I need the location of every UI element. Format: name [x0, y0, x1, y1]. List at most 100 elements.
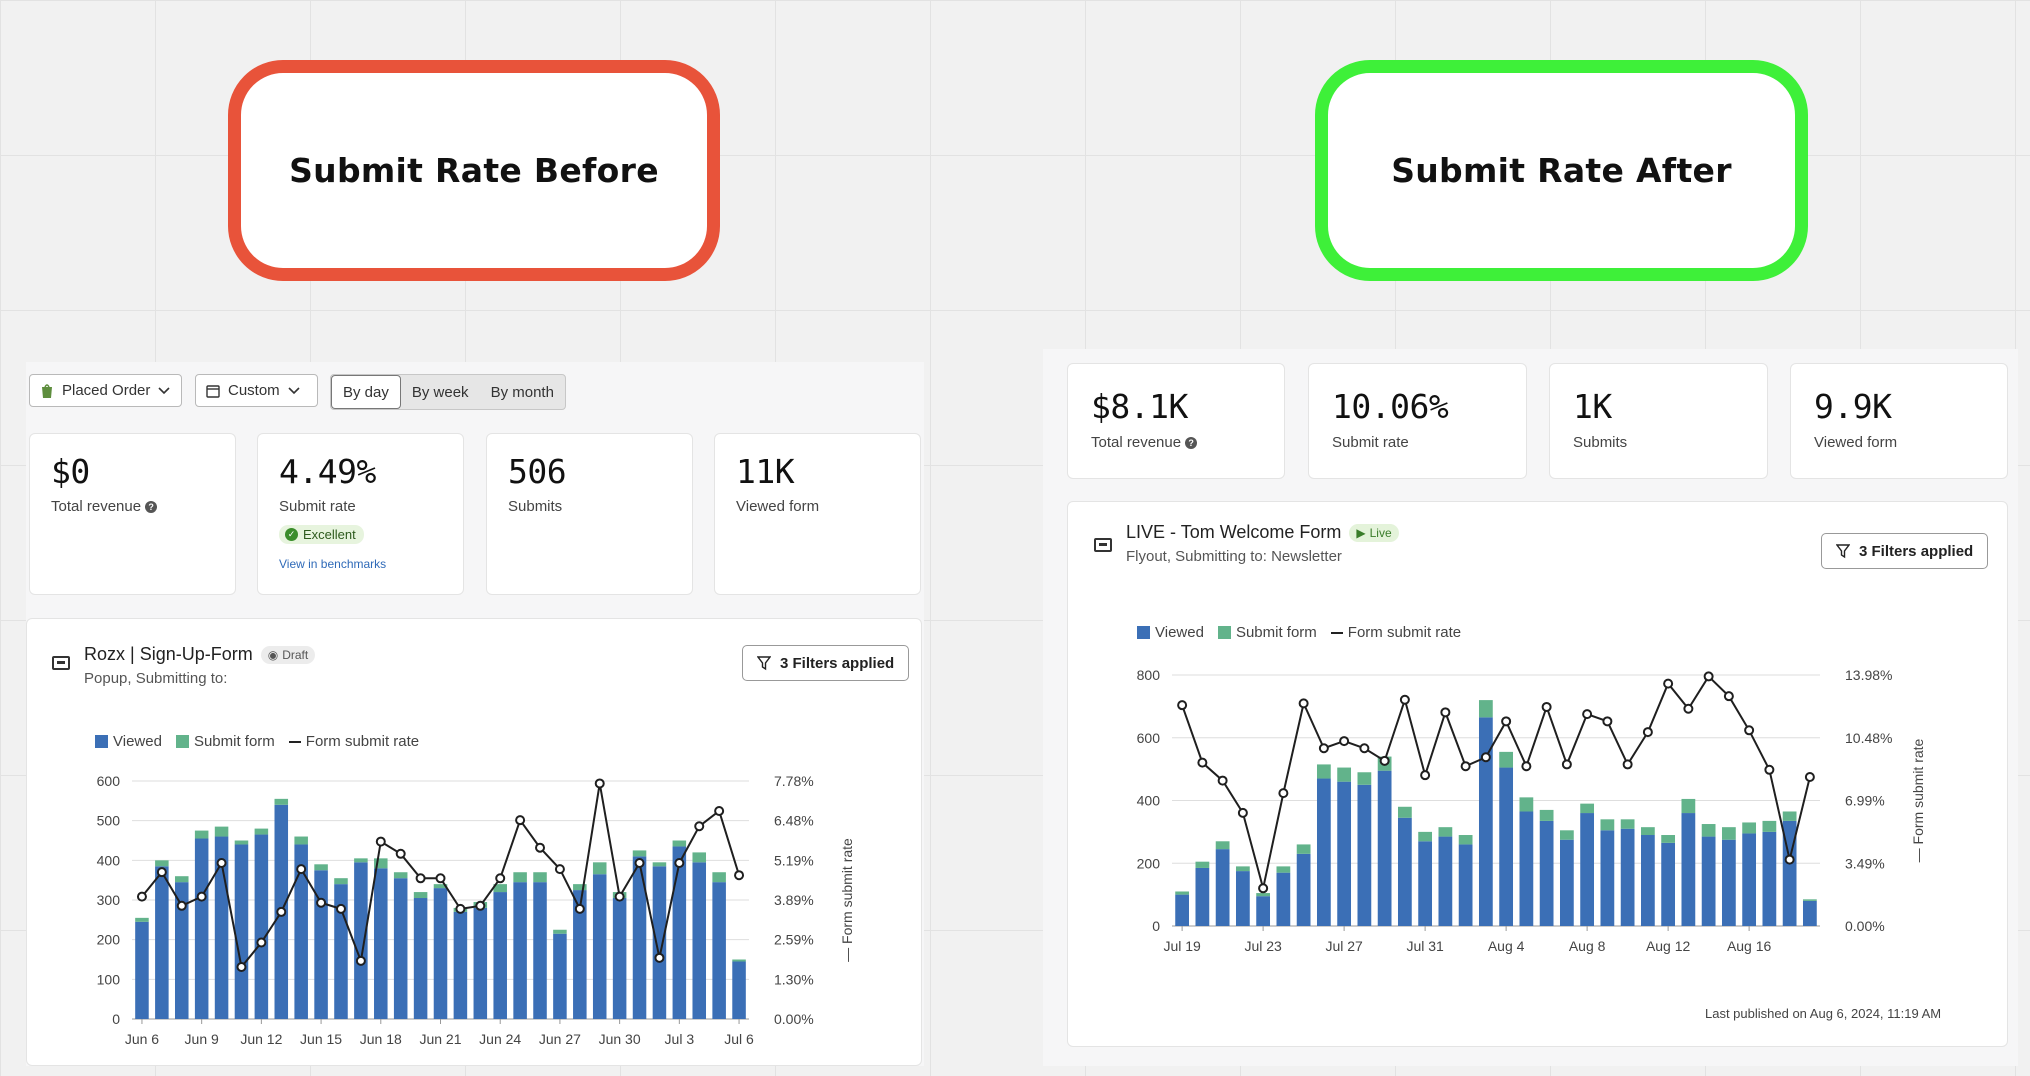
- check-icon: ✓: [285, 528, 298, 541]
- bar-viewed: [533, 882, 547, 1019]
- legend-viewed[interactable]: Viewed: [1137, 624, 1204, 641]
- bar-submit: [174, 876, 189, 883]
- bar-submit: [334, 878, 348, 885]
- bar-submit: [254, 828, 269, 835]
- y2-tick-label: 3.49%: [1845, 855, 1885, 871]
- bar-submit: [135, 917, 149, 922]
- bar-viewed: [1661, 842, 1676, 926]
- event-dropdown[interactable]: Placed Order: [29, 374, 182, 407]
- legend-submit[interactable]: Submit form: [1217, 624, 1317, 641]
- bar-viewed: [672, 846, 687, 1019]
- legend-rate[interactable]: Form submit rate: [288, 733, 419, 750]
- x-tick-label: Jun 30: [599, 1031, 641, 1047]
- help-icon[interactable]: ?: [145, 501, 158, 514]
- bar-viewed: [1397, 817, 1412, 926]
- y2-tick-label: 0.00%: [1845, 918, 1885, 934]
- x-tick-label: Jun 21: [419, 1031, 461, 1047]
- metric-value: 11K: [736, 452, 795, 491]
- help-icon[interactable]: ?: [1185, 437, 1198, 450]
- calendar-icon: [206, 384, 220, 398]
- bar-submit: [1438, 827, 1453, 837]
- filters-button[interactable]: 3 Filters applied: [742, 645, 910, 681]
- by-month-button[interactable]: By month: [490, 383, 554, 401]
- by-day-button[interactable]: By day: [331, 375, 401, 409]
- after-label-box: Submit Rate After: [1315, 60, 1808, 281]
- rate-point: [455, 903, 466, 914]
- metric-card-submits: 506 Submits: [486, 433, 693, 595]
- metric-card-revenue: $8.1K Total revenue?: [1067, 363, 1285, 479]
- bar-viewed: [1721, 839, 1736, 926]
- rate-point: [1541, 701, 1552, 712]
- legend-rate[interactable]: Form submit rate: [1330, 624, 1461, 641]
- bar-viewed: [712, 882, 726, 1019]
- bar-viewed: [1357, 784, 1372, 926]
- bar-viewed: [354, 862, 368, 1019]
- rate-point: [1217, 775, 1228, 786]
- bar-viewed: [1559, 839, 1574, 926]
- x-tick-label: Jul 19: [1163, 938, 1201, 954]
- date-range-label: Custom: [228, 382, 280, 399]
- y2-tick-label: 3.89%: [774, 892, 814, 908]
- bar-submit: [1802, 899, 1817, 901]
- by-week-button[interactable]: By week: [411, 383, 469, 401]
- bar-viewed: [1438, 836, 1453, 926]
- bar-submit: [1600, 819, 1615, 831]
- y-tick-label: 200: [97, 932, 121, 948]
- bar-viewed: [393, 878, 408, 1019]
- benchmarks-link[interactable]: View in benchmarks: [279, 557, 387, 571]
- bar-submit: [1721, 827, 1736, 840]
- rate-point: [574, 903, 585, 914]
- bar-submit: [294, 836, 308, 845]
- bar-viewed: [1235, 871, 1250, 926]
- granularity-toggle: By day By week By month: [330, 374, 566, 410]
- filter-icon: [757, 655, 771, 670]
- bar-submit: [1782, 811, 1797, 821]
- rate-point: [1339, 736, 1350, 747]
- y-tick-label: 500: [97, 813, 121, 829]
- metric-label: Total revenue?: [51, 498, 158, 515]
- filters-button[interactable]: 3 Filters applied: [1821, 533, 1989, 569]
- rate-point: [1663, 678, 1674, 689]
- x-tick-label: Jul 31: [1406, 938, 1444, 954]
- rate-point: [1683, 703, 1694, 714]
- x-tick-label: Jul 23: [1244, 938, 1282, 954]
- rate-point: [1359, 743, 1370, 754]
- bar-submit: [1418, 831, 1433, 842]
- bar-viewed: [1195, 867, 1210, 926]
- chart-legend: Viewed Submit form Form submit rate: [1137, 624, 1461, 641]
- live-badge: ▶ Live: [1349, 523, 1399, 542]
- y2-axis-title: — Form submit rate: [1910, 738, 1926, 862]
- rate-point: [1804, 771, 1815, 782]
- metric-card-revenue: $0 Total revenue?: [29, 433, 236, 595]
- before-label: Submit Rate Before: [289, 151, 659, 190]
- y2-tick-label: 13.98%: [1845, 667, 1892, 683]
- badge-label: Excellent: [303, 527, 356, 542]
- bar-submit: [1762, 820, 1777, 832]
- chevron-down-icon: [158, 386, 170, 394]
- y-tick-label: 800: [1137, 667, 1161, 683]
- bar-submit: [493, 884, 507, 893]
- bar-viewed: [314, 870, 328, 1019]
- bar-submit: [433, 884, 448, 889]
- shopify-icon: [42, 383, 52, 398]
- rate-line: [1181, 674, 1811, 889]
- bar-submit: [413, 892, 428, 899]
- metric-value: 10.06%: [1332, 387, 1449, 426]
- bar-viewed: [413, 898, 428, 1019]
- x-tick-label: Jun 9: [185, 1031, 219, 1047]
- bar-viewed: [194, 838, 209, 1019]
- legend-viewed[interactable]: Viewed: [95, 733, 162, 750]
- y-tick-label: 400: [1137, 793, 1161, 809]
- metric-value: 1K: [1573, 387, 1612, 426]
- rate-point: [136, 891, 147, 902]
- date-range-dropdown[interactable]: Custom: [195, 374, 318, 407]
- form-chart-card: LIVE - Tom Welcome Form ▶ Live Flyout, Su…: [1067, 501, 2008, 1047]
- bar-viewed: [1600, 830, 1615, 926]
- rate-point: [1197, 757, 1208, 768]
- form-title-text: Rozx | Sign-Up-Form: [84, 644, 253, 664]
- bar-viewed: [1296, 853, 1311, 926]
- metric-label: Submit rate: [1332, 434, 1409, 451]
- legend-submit[interactable]: Submit form: [175, 733, 275, 750]
- rate-point: [1521, 761, 1532, 772]
- bar-viewed: [1762, 831, 1777, 926]
